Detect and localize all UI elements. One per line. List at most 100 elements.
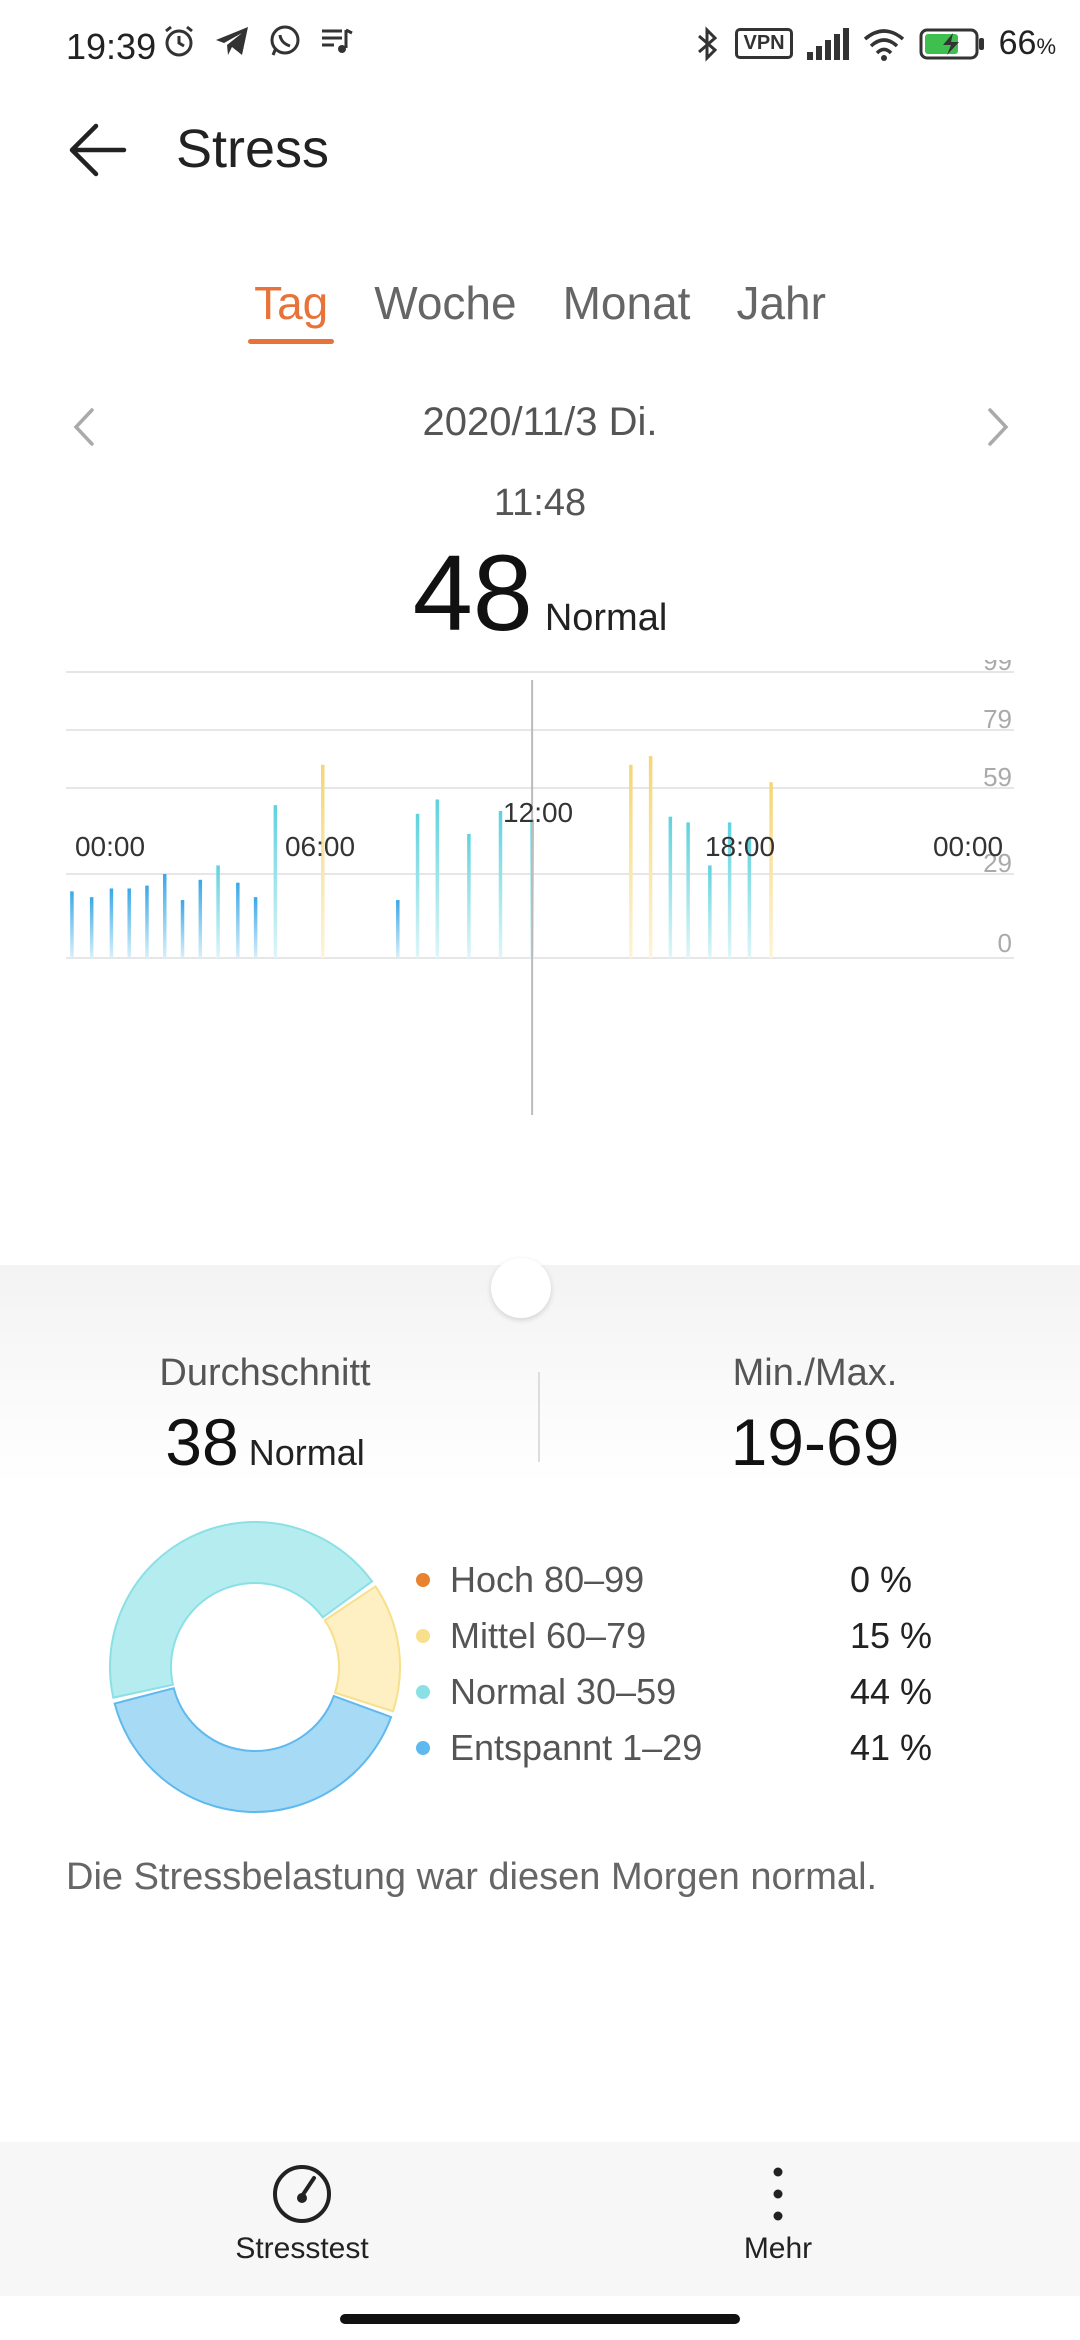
y-tick-label: 79 — [983, 704, 1012, 734]
signal-icon — [806, 27, 849, 60]
vpn-icon: VPN — [735, 28, 793, 59]
cursor-time-label: 12:00 — [503, 797, 573, 828]
distribution-legend: Hoch 80–99 0 % Mittel 60–79 15 % Normal … — [412, 1552, 1012, 1776]
selected-time: 11:48 — [493, 482, 587, 524]
donut-slice — [109, 1521, 374, 1699]
next-day-icon[interactable] — [978, 402, 1018, 452]
status-time: 19:39 — [66, 26, 157, 67]
chart-bar — [163, 874, 167, 958]
legend-dot-high — [416, 1573, 430, 1587]
tab-day[interactable]: Tag — [248, 276, 335, 344]
chart-bar — [686, 822, 690, 958]
stress-summary-text: Die Stressbelastung war diesen Morgen no… — [66, 1856, 878, 1898]
more-vertical-icon — [773, 2167, 783, 2221]
legend-pct-normal: 44 % — [850, 1671, 933, 1712]
back-arrow-icon[interactable] — [66, 118, 130, 182]
chart-bar — [648, 756, 653, 958]
average-label: Durchschnitt — [159, 1352, 371, 1394]
stresstest-button[interactable]: Stresstest — [222, 2162, 382, 2266]
chart-bar — [109, 888, 114, 958]
date-label: 2020/11/3 Di. — [422, 400, 658, 444]
battery-percentage: 66% — [998, 24, 1056, 62]
legend-pct-relaxed: 41 % — [850, 1727, 933, 1768]
average-level: Normal — [248, 1432, 365, 1473]
legend-row-normal: Normal 30–59 44 % — [412, 1664, 1012, 1720]
chart-bar — [145, 885, 149, 958]
chart-bar — [180, 900, 185, 958]
chart-bar — [127, 888, 131, 958]
y-tick-label: 29 — [983, 848, 1012, 878]
whatsapp-icon — [270, 25, 300, 56]
chart-bar — [708, 865, 712, 958]
chart-bar — [70, 891, 74, 958]
stats-divider — [538, 1372, 540, 1462]
page-title: Stress — [176, 119, 330, 179]
chart-bar — [435, 799, 440, 958]
chart-bar — [89, 897, 94, 958]
stress-chart[interactable]: 99 79 59 29 0 12:00 00:00 06:00 18:00 00:00 — [0, 660, 1080, 1280]
legend-dot-normal — [416, 1685, 430, 1699]
donut-slice — [323, 1584, 401, 1713]
notification-icons — [162, 24, 354, 58]
chart-bar — [467, 833, 471, 958]
period-tabs: Tag Woche Monat Jahr — [0, 276, 1080, 344]
x-tick-label: 18:00 — [705, 831, 775, 862]
x-tick-label: 00:00 — [75, 831, 145, 862]
chart-bar — [668, 816, 673, 958]
legend-label-normal: Normal 30–59 — [450, 1671, 677, 1712]
tab-month[interactable]: Monat — [562, 277, 691, 329]
chart-bar — [727, 822, 732, 958]
legend-label-high: Hoch 80–99 — [450, 1559, 645, 1600]
alarm-icon — [165, 25, 193, 57]
legend-label-relaxed: Entspannt 1–29 — [450, 1727, 703, 1768]
wifi-icon — [863, 28, 904, 61]
x-tick-label: 00:00 — [933, 831, 1003, 862]
minmax-value: 19-69 — [730, 1405, 900, 1479]
gauge-icon — [273, 2165, 331, 2223]
chart-bar — [216, 865, 220, 958]
chart-bar — [629, 764, 633, 958]
system-icons: VPN 66% — [695, 24, 1056, 63]
chart-scrubber-handle[interactable] — [491, 1258, 551, 1318]
chart-bar — [198, 879, 203, 958]
selected-level: Normal — [544, 597, 668, 639]
average-value: 38 — [165, 1405, 239, 1479]
chart-bar — [396, 900, 400, 958]
minmax-label: Min./Max. — [732, 1352, 898, 1394]
legend-pct-moderate: 15 % — [850, 1615, 933, 1656]
tab-week[interactable]: Woche — [374, 277, 517, 329]
stresstest-label: Stresstest — [235, 2232, 369, 2265]
telegram-icon — [216, 27, 248, 55]
legend-row-high: Hoch 80–99 0 % — [412, 1552, 1012, 1608]
music-queue-icon — [322, 28, 353, 53]
donut-slice — [113, 1686, 393, 1813]
chart-bar — [769, 782, 773, 958]
chart-bar — [321, 764, 325, 958]
chart-bar — [273, 805, 278, 958]
bluetooth-icon — [698, 25, 718, 62]
home-indicator[interactable] — [340, 2314, 740, 2324]
legend-label-moderate: Mittel 60–79 — [450, 1615, 647, 1656]
legend-dot-moderate — [416, 1629, 430, 1643]
selected-value: 48 — [412, 532, 533, 653]
y-tick-label: 99 — [983, 660, 1012, 676]
chart-bar — [415, 813, 420, 958]
more-button[interactable]: Mehr — [698, 2162, 858, 2266]
legend-dot-relaxed — [416, 1741, 430, 1755]
average-reading: 38 Normal — [100, 1404, 430, 1480]
bottom-action-bar: Stresstest Mehr — [0, 2142, 1080, 2296]
y-tick-label: 0 — [998, 928, 1012, 958]
legend-pct-high: 0 % — [850, 1559, 913, 1600]
stress-distribution-donut — [109, 1521, 401, 1813]
legend-row-relaxed: Entspannt 1–29 41 % — [412, 1720, 1012, 1776]
battery-charging-icon — [919, 28, 984, 59]
chart-bar — [236, 882, 240, 958]
y-tick-label: 59 — [983, 762, 1012, 792]
status-bar: 19:39 VPN 66% — [0, 0, 1080, 96]
chart-bar — [253, 897, 258, 958]
more-label: Mehr — [743, 2232, 813, 2265]
tab-year[interactable]: Jahr — [736, 277, 826, 329]
chart-bar — [747, 836, 752, 958]
legend-row-moderate: Mittel 60–79 15 % — [412, 1608, 1012, 1664]
previous-day-icon[interactable] — [64, 402, 104, 452]
